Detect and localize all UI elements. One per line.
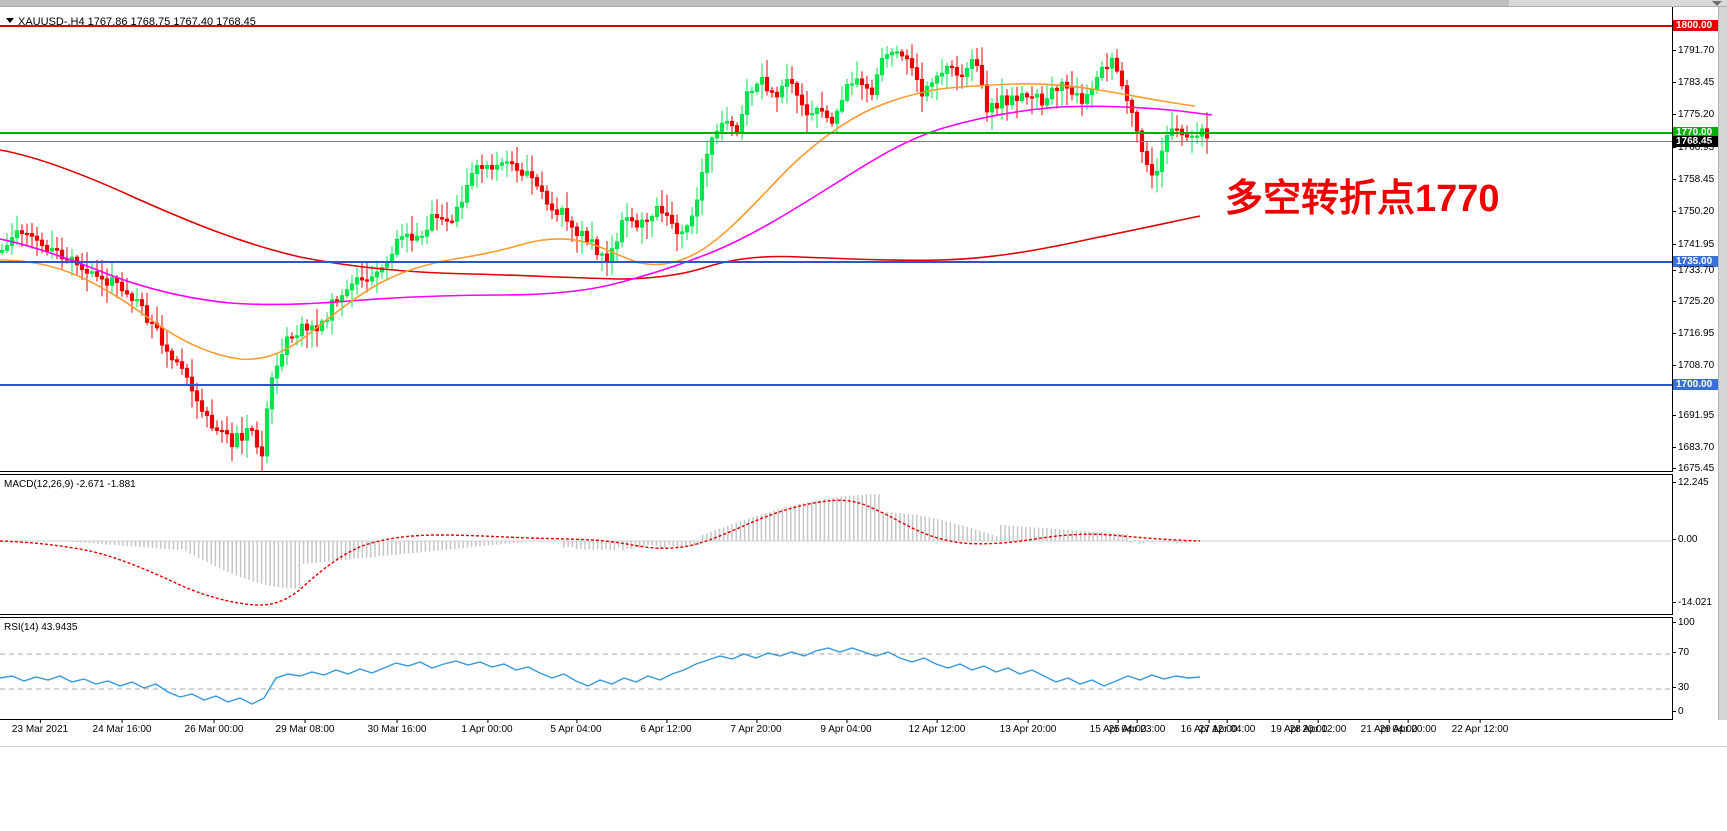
time-axis-label: 16 Apr 12:00 [1180,719,1238,735]
price-scale[interactable]: 1800.00 1791.70 1783.45 1775.20 1770.00 1768.… [1672,7,1727,474]
time-axis-label: 12 Apr 12:00 [908,719,966,735]
symbol-header[interactable]: XAUUSD-,H4 1767.86 1768.75 1767.40 1768.… [6,16,256,28]
price-tick: 1716.95 [1673,328,1727,339]
macd-series [0,494,1672,606]
chart-annotation-text[interactable]: 多空转折点1770 [1225,178,1500,220]
scrollbar-thumb[interactable] [0,0,1509,6]
price-tick: 1733.70 [1673,265,1727,276]
price-tick: 1691.95 [1673,410,1727,421]
time-axis-label: 13 Apr 20:00 [999,719,1057,735]
time-axis-label: 23 Mar 2021 [11,719,69,735]
time-axis-label: 30 Mar 16:00 [367,719,427,735]
time-axis-label: 25 Apr 23:00 [1108,719,1166,735]
macd-tick: -14.021 [1673,597,1727,608]
time-axis-label: 15 Apr 04:00 [1089,719,1147,735]
time-axis-label: 26 Mar 00:00 [184,719,244,735]
rsi-tick: 0 [1673,706,1727,717]
price-tick: 1683.70 [1673,442,1727,453]
level-line-1800[interactable] [0,25,1672,27]
time-axis-label: 29 Apr 20:00 [1379,719,1437,735]
bottom-blank-strip [0,746,1727,831]
price-tick: 1741.95 [1673,239,1727,250]
time-axis-label: 1 Apr 00:00 [461,719,513,735]
price-tick: 1775.20 [1673,109,1727,120]
symbol-header-text: XAUUSD-,H4 1767.86 1768.75 1767.40 1768.… [18,16,256,28]
level-line-1700[interactable] [0,384,1672,386]
time-axis-label: 22 Apr 12:00 [1451,719,1509,735]
price-tick: 1735.00 [1673,256,1727,267]
price-tick: 1770.00 [1673,127,1727,138]
price-tick: 1800.00 [1673,20,1727,31]
rsi-tick: 30 [1673,682,1727,693]
price-tick: 1791.70 [1673,45,1727,56]
macd-scale[interactable]: 12.245 0.00 -14.021 [1672,474,1727,615]
macd-panel[interactable]: MACD(12,26,9) -2.671 -1.881 [0,474,1672,615]
time-axis-label: 19 Apr 20:00 [1270,719,1328,735]
price-tick: 1675.45 [1673,463,1727,474]
chart-menu-caret-icon[interactable] [6,18,14,23]
price-panel[interactable]: XAUUSD-,H4 1767.86 1768.75 1767.40 1768.… [0,7,1672,472]
time-axis-label: 7 Apr 20:00 [730,719,782,735]
ma-fast-line [0,83,1196,361]
time-axis-label: 29 Mar 08:00 [275,719,335,735]
time-axis-label: 24 Mar 16:00 [92,719,152,735]
price-tick: 1725.20 [1673,296,1727,307]
vertical-scrollbar[interactable] [1718,7,1727,720]
level-line-1735[interactable] [0,261,1672,263]
chevron-down-icon[interactable] [1712,1,1722,6]
price-tick: 1700.00 [1673,379,1727,390]
price-tick: 1708.70 [1673,360,1727,371]
time-axis-label: 9 Apr 04:00 [820,719,872,735]
time-axis-label: 27 Apr 04:00 [1198,719,1256,735]
ma-mid-line [0,105,1213,306]
time-axis-label: 28 Apr 12:00 [1289,719,1347,735]
rsi-header: RSI(14) 43.9435 [4,622,78,633]
window-top-scrollbar[interactable] [0,0,1727,7]
price-tick: 1783.45 [1673,77,1727,88]
rsi-tick: 100 [1673,617,1727,628]
rsi-series [0,647,1672,705]
ma-slow-line [0,149,1201,280]
rsi-panel[interactable]: RSI(14) 43.9435 [0,617,1672,720]
last-price-line [0,141,1672,142]
rsi-line [0,647,1201,705]
macd-header: MACD(12,26,9) -2.671 -1.881 [4,479,136,490]
time-axis[interactable]: 23 Mar 2021 24 Mar 16:00 26 Mar 00:00 29 Ma… [0,719,1727,746]
rsi-tick: 70 [1673,647,1727,658]
macd-line [0,499,1201,606]
time-axis-label: 21 Apr 04:00 [1360,719,1418,735]
macd-tick: 0.00 [1673,534,1727,545]
time-axis-label: 6 Apr 12:00 [640,719,692,735]
price-tick: 1768.45 [1673,136,1727,147]
macd-tick: 12.245 [1673,477,1727,488]
price-tick: 1766.95 [1673,142,1727,153]
price-tick: 1750.20 [1673,206,1727,217]
level-line-1770[interactable] [0,132,1672,134]
time-axis-label: 5 Apr 04:00 [550,719,602,735]
rsi-scale[interactable]: 100 70 30 0 [1672,617,1727,720]
candlestick-series [0,44,1213,471]
price-tick: 1758.45 [1673,174,1727,185]
